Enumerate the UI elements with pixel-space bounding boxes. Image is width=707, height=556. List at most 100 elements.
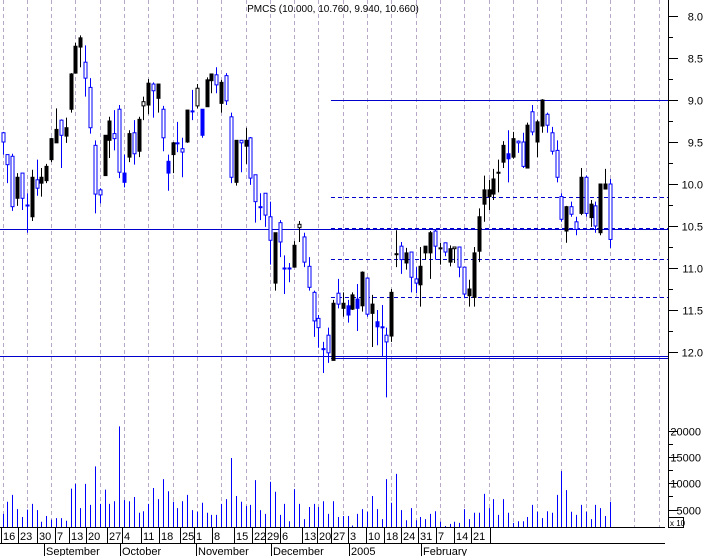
candle — [462, 266, 467, 299]
candle — [399, 241, 404, 274]
candle — [598, 183, 603, 236]
date-tick-label: 14 — [456, 531, 468, 543]
candle — [404, 247, 409, 270]
candle-body — [69, 73, 74, 110]
candle-body — [452, 246, 457, 250]
candle — [219, 79, 224, 113]
candle — [292, 241, 297, 268]
candle — [224, 73, 229, 106]
candle-body — [457, 246, 462, 268]
candle — [336, 278, 341, 309]
candle-body — [530, 111, 535, 133]
volume-multiplier-label: x 10 — [670, 519, 686, 528]
candle-body — [350, 294, 355, 310]
candle-body — [516, 140, 521, 144]
date-tick-label: 7 — [438, 531, 444, 543]
date-tick-label: 4 — [124, 531, 130, 543]
date-tick-label: 1 — [196, 531, 202, 543]
candle-body — [559, 196, 564, 220]
candle-body — [195, 87, 200, 107]
candle — [394, 230, 399, 268]
candle — [20, 172, 25, 211]
candle-body — [39, 176, 44, 184]
candle-body — [540, 99, 545, 127]
candle-body — [107, 120, 112, 141]
candle — [244, 127, 249, 164]
candle — [487, 179, 492, 211]
candle-body — [399, 245, 404, 261]
candle — [380, 304, 385, 357]
candle-body — [49, 138, 54, 161]
candle-body — [564, 206, 569, 232]
date-tick-label: 8 — [214, 531, 220, 543]
candle-body — [151, 83, 156, 92]
candle — [175, 121, 180, 153]
candle-body — [404, 252, 409, 264]
month-label: October — [122, 546, 161, 556]
candle-body — [598, 183, 603, 234]
date-tick-label: 18 — [386, 531, 398, 543]
candle — [555, 140, 560, 183]
month-label: February — [423, 546, 468, 556]
candle — [200, 108, 205, 138]
candle-body — [506, 153, 511, 160]
candle — [107, 116, 112, 158]
candle-body — [574, 221, 579, 230]
candle — [331, 299, 336, 361]
candle-body — [35, 179, 40, 189]
candle — [248, 136, 253, 185]
candle-body — [112, 133, 117, 140]
volume-tick-label: 15000 — [670, 453, 701, 465]
candle-body — [64, 127, 69, 137]
candle — [448, 245, 453, 267]
candle-body — [545, 113, 550, 126]
candle — [69, 73, 74, 113]
candle-body — [185, 109, 190, 143]
candle-body — [224, 75, 229, 102]
candle — [501, 141, 506, 169]
candle-body — [20, 172, 25, 199]
candle-body — [603, 183, 608, 190]
candle — [88, 78, 93, 134]
candle-body — [550, 132, 555, 152]
candle-body — [394, 253, 399, 256]
candle-body — [103, 134, 108, 177]
candle-body — [78, 37, 83, 48]
candle-body — [219, 81, 224, 104]
candle — [93, 140, 98, 214]
candle-body — [190, 110, 195, 113]
candle-body — [146, 82, 151, 106]
date-tick-label: 24 — [403, 531, 415, 543]
candle — [433, 229, 438, 260]
candle-body — [346, 305, 351, 316]
candle — [530, 105, 535, 136]
price-tick-label: 9.0 — [688, 96, 703, 108]
candle-body — [25, 204, 30, 207]
date-tick-label: 20 — [319, 531, 331, 543]
candle — [472, 247, 477, 307]
candle — [370, 294, 375, 347]
candle — [273, 232, 278, 291]
candle-body — [234, 139, 239, 183]
date-tick-label: 21 — [473, 531, 485, 543]
date-tick-label: 7 — [57, 531, 63, 543]
candle-body — [297, 223, 302, 229]
candle — [525, 122, 530, 169]
date-tick-label: 18 — [161, 531, 173, 543]
candle-body — [88, 86, 93, 129]
candle — [545, 112, 550, 133]
candle — [44, 163, 49, 184]
candle-body — [209, 73, 214, 82]
candle — [365, 277, 370, 317]
candle-body — [496, 171, 501, 174]
candle-body — [44, 165, 49, 182]
candle-body — [414, 278, 419, 284]
volume-multiplier-box — [668, 517, 684, 528]
candle-body — [239, 139, 244, 144]
candle — [190, 89, 195, 121]
candle — [83, 45, 88, 97]
candle — [409, 251, 414, 293]
candle-body — [15, 176, 20, 199]
candle — [589, 199, 594, 227]
